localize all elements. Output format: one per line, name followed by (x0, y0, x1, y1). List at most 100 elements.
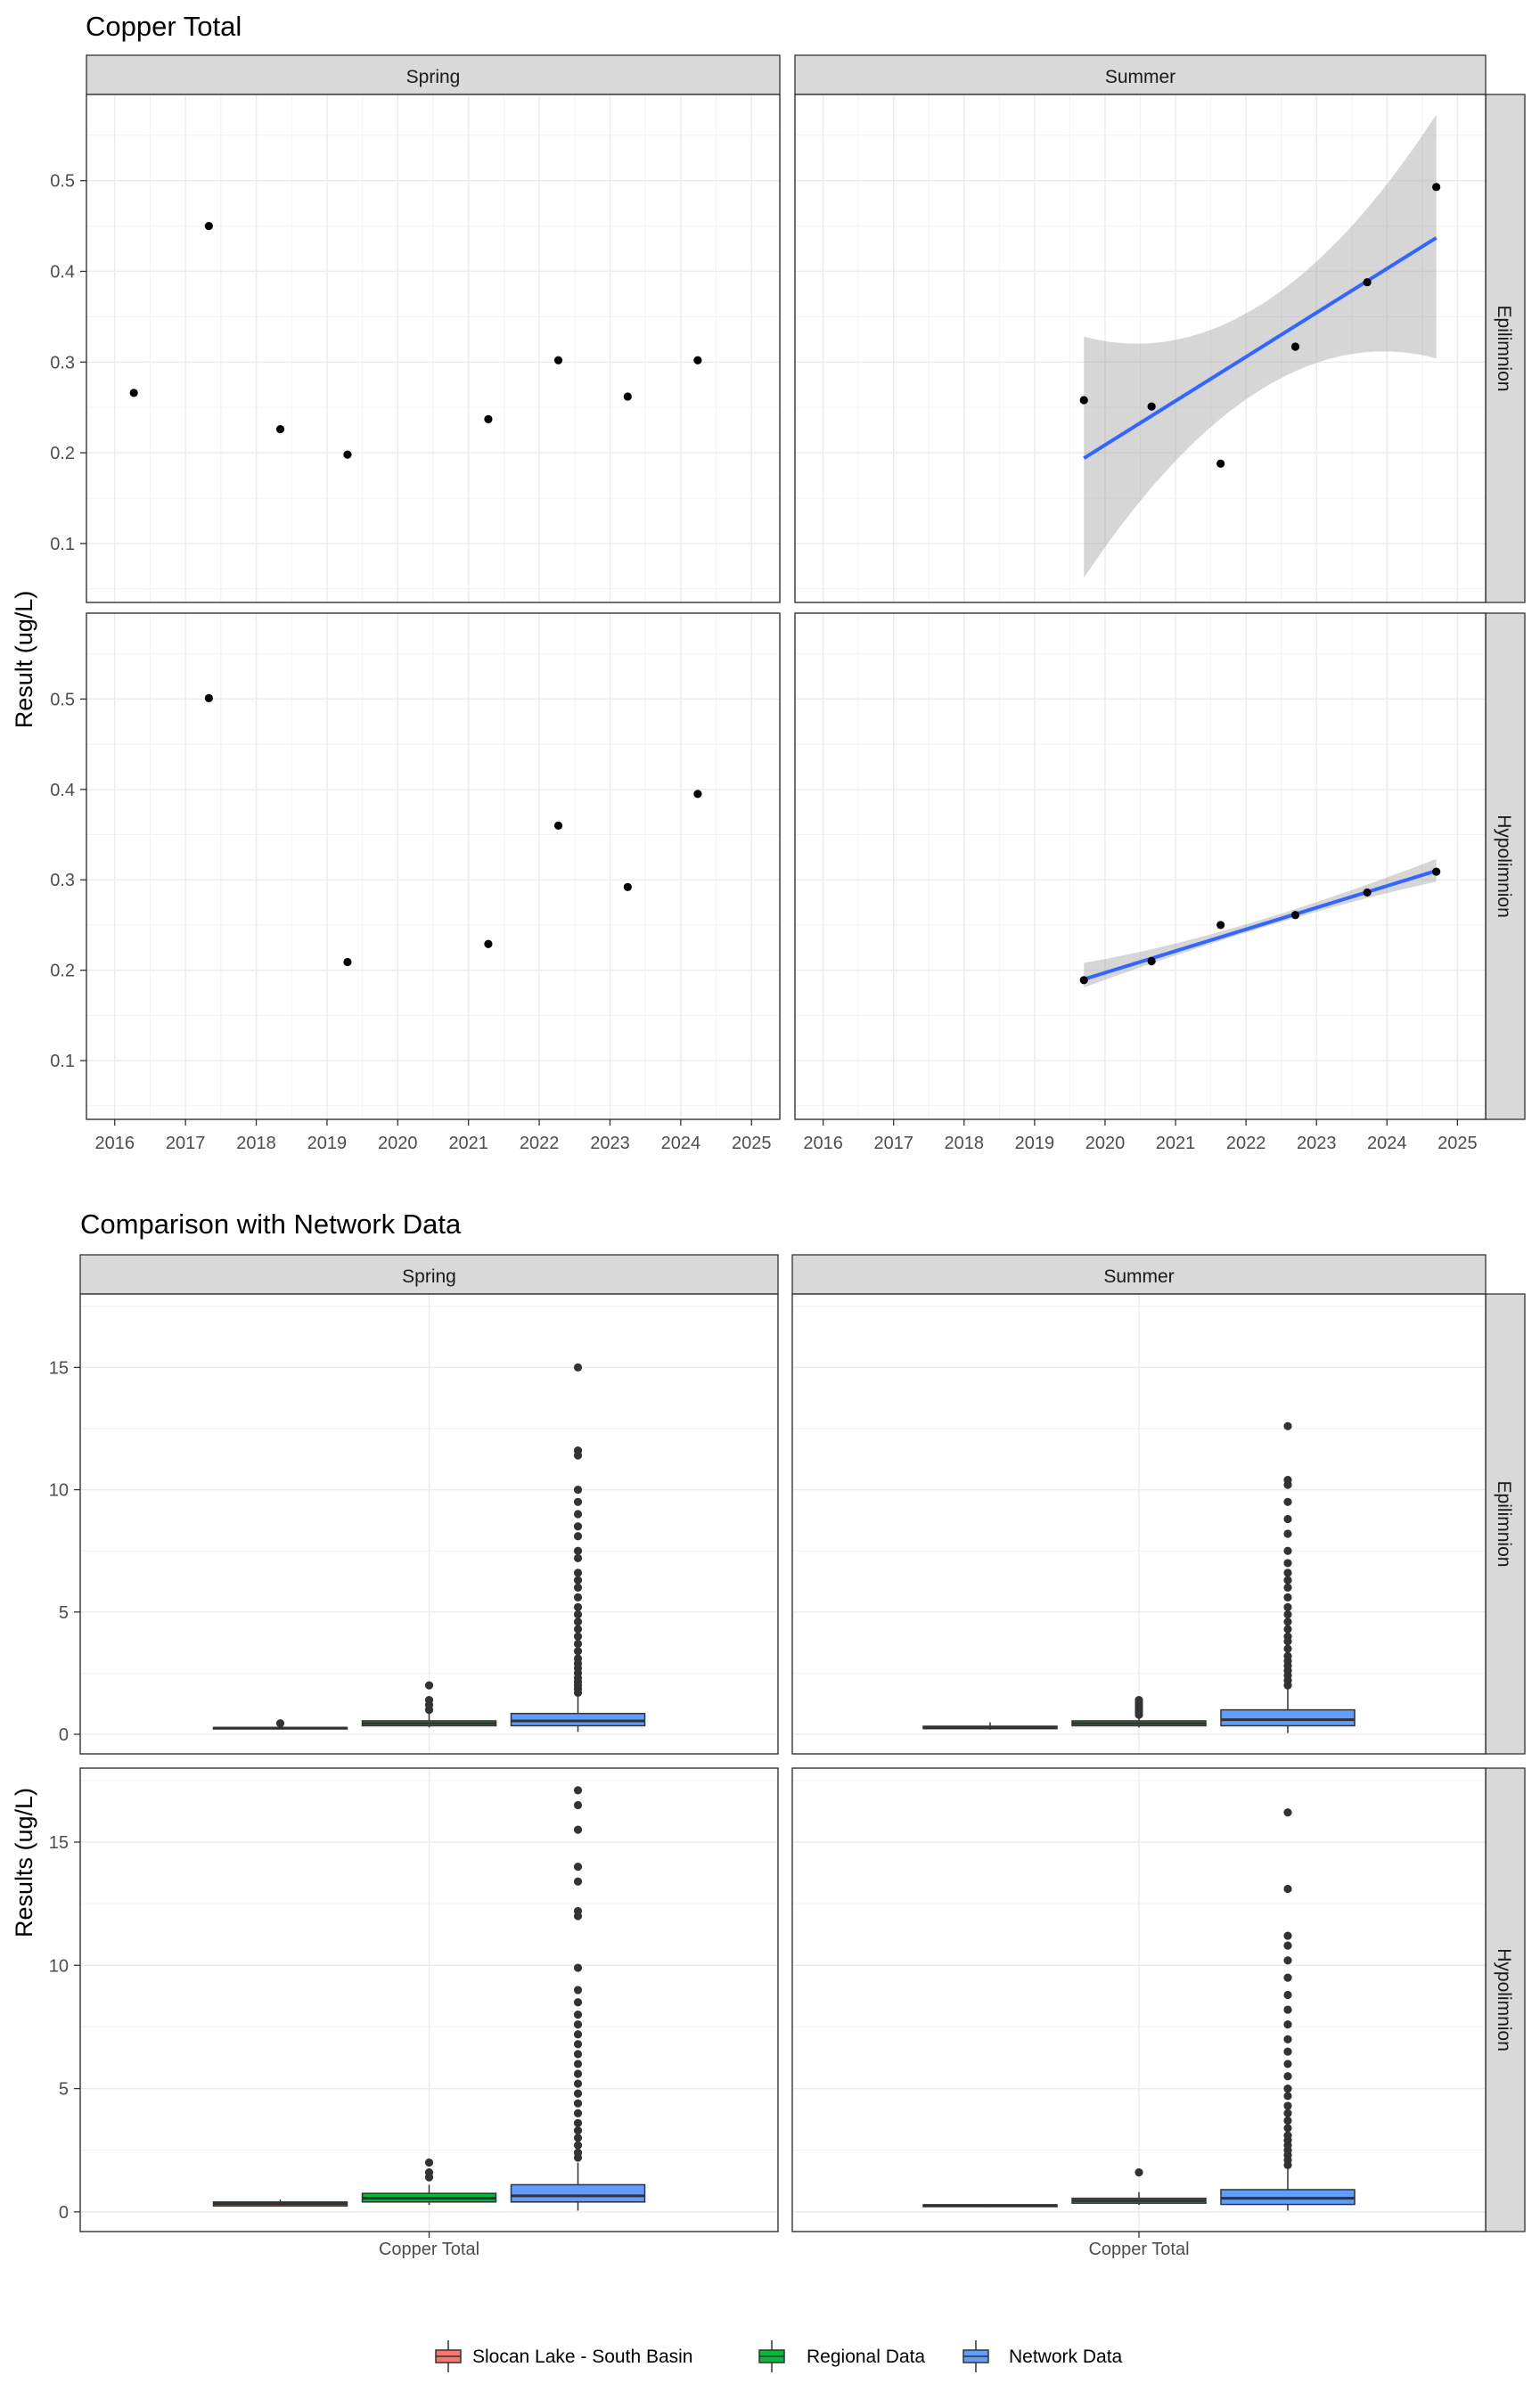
box-outlier (573, 1485, 583, 1495)
data-point (1079, 976, 1088, 985)
box-outlier (1283, 2131, 1292, 2140)
bottom-chart-title: Comparison with Network Data (80, 1208, 462, 1240)
y-tick-label: 15 (49, 1358, 69, 1378)
x-tick-label: 2024 (661, 1134, 701, 1153)
data-point (693, 356, 702, 365)
y-tick-label: 0.3 (50, 871, 75, 890)
box-outlier (1283, 1644, 1292, 1653)
boxplot-2 (1220, 1808, 1356, 2211)
box-outlier (424, 2158, 434, 2167)
box-outlier (1283, 1931, 1292, 1940)
data-point (204, 221, 213, 231)
box-outlier (1283, 1475, 1292, 1485)
y-tick-label: 0 (59, 2203, 69, 2223)
legend-label-slocan: Slocan Lake - South Basin (472, 2347, 693, 2367)
box-outlier (573, 1576, 583, 1585)
y-tick-label: 5 (59, 2080, 69, 2100)
box-iqr (510, 2183, 646, 2203)
box-outlier (424, 2168, 434, 2177)
top-strip-row-1 (1485, 94, 1526, 603)
x-tick-label: 2023 (1297, 1134, 1337, 1153)
data-point (1432, 183, 1441, 192)
box-outlier (573, 1654, 583, 1663)
data-point (1147, 956, 1156, 966)
box-outlier (1283, 1610, 1292, 1619)
y-tick-label: 0.1 (50, 1052, 75, 1071)
bottom-y-ticks-row-2: 0 5 10 15 (49, 1833, 80, 2223)
boxplot-0 (212, 2199, 348, 2208)
box-outlier (1283, 2072, 1292, 2081)
box-outlier (573, 1877, 583, 1886)
data-point (1216, 921, 1225, 930)
top-y-ticks-row-2: 0.1 0.2 0.3 0.4 0.5 (50, 690, 86, 1071)
box-outlier (573, 1639, 583, 1649)
box-outlier (573, 2040, 583, 2049)
box-outlier (573, 1625, 583, 1634)
box-outlier (573, 2020, 583, 2029)
y-tick-label: 0.4 (50, 262, 75, 282)
y-tick-label: 0.2 (50, 444, 75, 463)
bottom-strip-col-1-label: Spring (402, 1266, 456, 1287)
x-tick-label: 2022 (1226, 1134, 1266, 1153)
bottom-panel-spring-epilimnion (79, 1293, 779, 1755)
box-outlier (1283, 1632, 1292, 1641)
box-outlier (1283, 1884, 1292, 1894)
box-outlier (573, 1532, 583, 1541)
box-outlier (573, 1610, 583, 1619)
x-tick-label: 2019 (307, 1134, 348, 1153)
box-outlier (573, 1800, 583, 1810)
box-outlier (573, 2126, 583, 2135)
bottom-x-tick-label-col-2: Copper Total (1088, 2240, 1189, 2259)
x-tick-label: 2016 (95, 1134, 135, 1153)
box-outlier (1283, 2084, 1292, 2093)
box-outlier (1135, 1696, 1143, 1705)
box-outlier (1283, 2101, 1292, 2110)
box-outlier (1283, 1514, 1292, 1524)
box-outlier (573, 1632, 583, 1641)
legend-item-network: Network Data (962, 2340, 1123, 2372)
box-outlier (1283, 2020, 1292, 2029)
data-point (1432, 867, 1441, 876)
boxplot-0 (922, 1722, 1058, 1730)
panel-border (79, 1293, 779, 1755)
y-tick-label: 0.2 (50, 962, 75, 981)
y-tick-label: 0 (59, 1725, 69, 1745)
bottom-strip-col-2-label: Summer (1103, 1266, 1174, 1287)
panel-border (794, 612, 1487, 1120)
box-outlier (573, 2089, 583, 2098)
data-point (343, 450, 352, 459)
box-outlier (1283, 2005, 1292, 2014)
data-point (623, 882, 632, 891)
y-tick-label: 0.5 (50, 172, 75, 192)
x-tick-label: 2018 (236, 1134, 276, 1153)
box-outlier (573, 1647, 583, 1656)
top-strip-row-2-label: Hypolimnion (1494, 815, 1514, 918)
data-point (1363, 888, 1372, 897)
box-outlier (573, 1583, 583, 1592)
box-outlier (573, 2099, 583, 2108)
bottom-strip-row-1-label: Epilimnion (1494, 1481, 1514, 1568)
data-point (343, 957, 352, 967)
data-point (1290, 342, 1300, 351)
panel-border (86, 612, 781, 1120)
boxplot-1 (1071, 2168, 1207, 2206)
data-point (553, 821, 563, 830)
box-outlier (573, 2134, 583, 2142)
box-outlier (1283, 1941, 1292, 1950)
data-point (129, 389, 138, 397)
bottom-panel-spring-hypolimnion (79, 1767, 779, 2232)
box-outlier (573, 1363, 583, 1372)
box-outlier (573, 2079, 583, 2088)
y-tick-label: 5 (59, 1603, 69, 1623)
x-tick-label: 2017 (166, 1134, 206, 1153)
box-outlier (573, 1553, 583, 1563)
box-outlier (573, 1546, 583, 1555)
box-outlier (424, 1696, 434, 1705)
top-panel-summer-epilimnion (794, 94, 1487, 603)
x-tick-label: 2017 (873, 1134, 913, 1153)
box-outlier (1135, 2168, 1143, 2177)
box-outlier (1283, 2047, 1292, 2056)
y-tick-label: 0.3 (50, 353, 75, 373)
x-tick-label: 2023 (590, 1134, 630, 1153)
